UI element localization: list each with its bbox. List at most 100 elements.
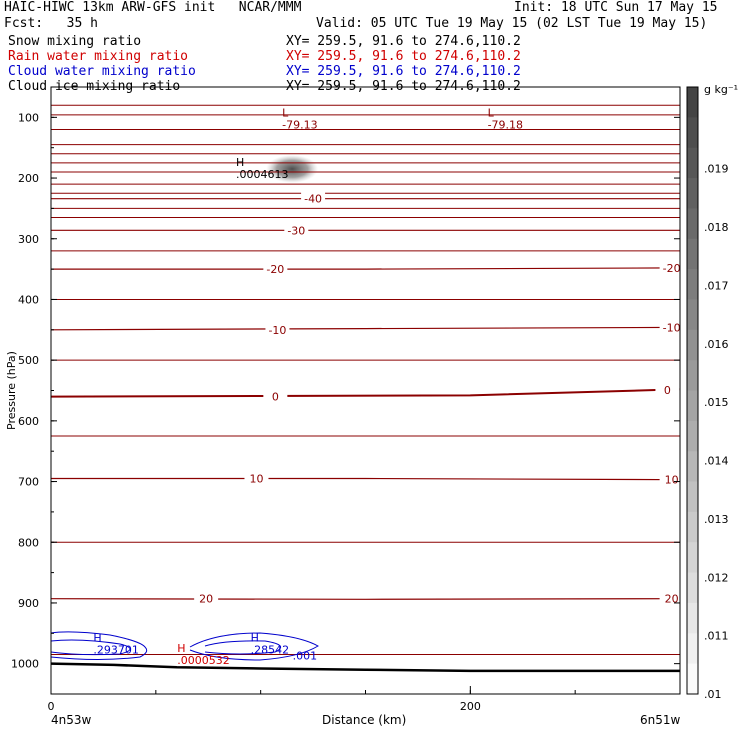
colorbar-band-18 — [687, 633, 698, 665]
field-cloudwater-xy: XY= 259.5, 91.6 to 274.6,110.2 — [286, 64, 521, 79]
colorbar-label-0: .019 — [704, 163, 729, 176]
colorbar-frame — [686, 86, 699, 695]
field-snow-xy: XY= 259.5, 91.6 to 274.6,110.2 — [286, 34, 521, 49]
forecast-hour: Fcst: 35 h — [4, 16, 98, 31]
isotherm-10 — [51, 477, 681, 481]
y-axis-label: Pressure (hPa) — [5, 351, 18, 430]
colorbar-band-13 — [687, 481, 698, 513]
y-tick-label-900: 900 — [18, 597, 39, 610]
extremum-value-3: .293701 — [93, 644, 138, 657]
right-endpoint: 6n51w — [640, 713, 681, 727]
y-tick-label-200: 200 — [18, 172, 39, 185]
isotherm-20 — [50, 598, 681, 600]
extremum-type-3: H — [93, 632, 101, 645]
isotherm-label-6: 0 — [272, 391, 279, 404]
init-time: Init: 18 UTC Sun 17 May 15 — [514, 0, 718, 15]
extremum-value-2: .0004613 — [236, 168, 288, 181]
colorbar-unit: g kg⁻¹ — [704, 83, 738, 96]
colorbar-band-6 — [687, 269, 698, 300]
colorbar-band-12 — [687, 451, 698, 483]
y-tick-label-700: 700 — [18, 476, 39, 489]
isotherm-label-1: -30 — [287, 224, 305, 237]
colorbar-label-7: .012 — [704, 571, 729, 584]
isotherm-label-3: -20 — [663, 262, 681, 275]
colorbar-band-9 — [687, 360, 698, 391]
colorbar-band-5 — [687, 238, 698, 270]
cloud-water-contour-1 — [50, 631, 148, 660]
cloud-water-contour-3 — [189, 632, 319, 661]
isotherm-label-bg-6 — [263, 389, 288, 403]
extremum-type-1: L — [488, 106, 495, 119]
cloud-ice-max-shading — [266, 154, 319, 183]
y-tick-label-600: 600 — [18, 415, 39, 428]
colorbar-label-6: .013 — [704, 513, 729, 526]
colorbar-label-2: .017 — [704, 279, 729, 292]
isotherm-label-bg-9 — [659, 472, 684, 486]
x-tick-label-200: 200 — [460, 700, 481, 713]
left-endpoint: 4n53w — [51, 713, 92, 727]
extremum-type-0: L — [282, 106, 289, 119]
cloud-water-contour-4 — [204, 640, 282, 655]
extremum-value-4: .28542 — [251, 644, 290, 657]
isotherm-label-5: -10 — [663, 321, 681, 334]
isotherm-label-bg-3 — [659, 260, 684, 274]
isotherm-minus10 — [50, 326, 681, 331]
colorbar-band-19 — [687, 663, 698, 695]
colorbar-label-4: .015 — [704, 396, 729, 409]
colorbar-band-11 — [687, 420, 698, 452]
isotherm-label-9: 10 — [665, 474, 679, 487]
colorbar-label-1: .018 — [704, 221, 729, 234]
terrain-surface-line — [50, 662, 680, 673]
isotherm-label-bg-2 — [263, 262, 288, 276]
x-axis-label: Distance (km) — [322, 713, 407, 727]
colorbar-label-3: .016 — [704, 338, 729, 351]
y-tick-label-500: 500 — [18, 354, 39, 367]
isotherm-minus20 — [51, 267, 681, 270]
isotherm-label-bg-10 — [194, 591, 219, 605]
isotherm-label-bg-1 — [284, 223, 309, 237]
isotherm-label-bg-0 — [301, 191, 326, 205]
colorbar-band-8 — [687, 329, 698, 361]
colorbar-band-3 — [687, 178, 698, 209]
colorbar-band-7 — [687, 299, 698, 331]
model-title: HAIC-HIWC 13km ARW-GFS init NCAR/MMM — [4, 0, 302, 15]
colorbar-label-9: .01 — [704, 688, 722, 701]
colorbar-band-2 — [687, 147, 698, 179]
isotherm-0 — [50, 388, 681, 398]
isotherm-label-2: -20 — [266, 263, 284, 276]
plot-frame — [50, 86, 681, 695]
isotherm-label-8: 10 — [249, 473, 263, 486]
colorbar-band-15 — [687, 542, 698, 574]
extremum-value-0: -79.13 — [282, 118, 317, 131]
field-snow-name: Snow mixing ratio — [8, 34, 142, 49]
y-tick-label-400: 400 — [18, 293, 39, 306]
extremum-value-5: .001 — [293, 650, 318, 663]
colorbar-label-8: .011 — [704, 630, 729, 643]
colorbar-band-14 — [687, 511, 698, 543]
isotherm-label-bg-8 — [244, 471, 269, 485]
y-tick-label-1000: 1000 — [11, 658, 39, 671]
colorbar-band-0 — [687, 87, 698, 118]
colorbar-band-10 — [687, 390, 698, 422]
isotherm-label-bg-7 — [655, 382, 680, 396]
y-tick-label-800: 800 — [18, 536, 39, 549]
extremum-type-4: H — [251, 632, 259, 645]
extremum-value-1: -79.18 — [488, 118, 523, 131]
field-cloudwater-name: Cloud water mixing ratio — [8, 64, 196, 79]
colorbar-label-5: .014 — [704, 455, 729, 468]
cloud-water-contour-2 — [50, 639, 131, 656]
y-tick-label-300: 300 — [18, 233, 39, 246]
isotherm-label-10: 20 — [199, 593, 213, 606]
isotherm-label-0: -40 — [304, 193, 322, 206]
isotherm-label-7: 0 — [664, 384, 671, 397]
extremum-type-6: H — [177, 642, 185, 655]
field-rain-xy: XY= 259.5, 91.6 to 274.6,110.2 — [286, 49, 521, 64]
isotherm-label-bg-11 — [659, 591, 684, 605]
isotherm-label-bg-5 — [659, 320, 684, 334]
extremum-type-2: H — [236, 156, 244, 169]
colorbar-band-17 — [687, 602, 698, 634]
y-tick-label-100: 100 — [18, 111, 39, 124]
colorbar-band-4 — [687, 208, 698, 240]
valid-time: Valid: 05 UTC Tue 19 May 15 (02 LST Tue … — [316, 16, 708, 31]
